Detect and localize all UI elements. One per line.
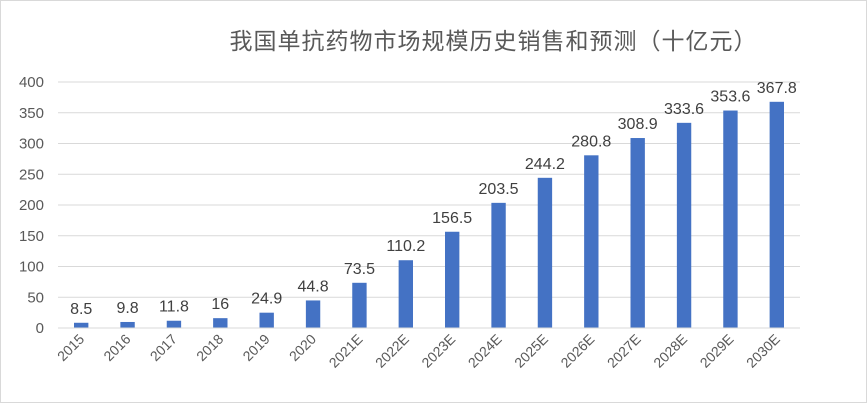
y-tick-label: 50 [27,289,44,306]
x-tick-label: 2020 [286,331,319,364]
y-axis-ticks: 0 50 100 150 200 250 300 350 400 [19,74,44,337]
bars [73,101,785,328]
x-axis-labels: 2015 2016 2017 2018 2019 2020 2021E 2022E 2023E 2… [54,331,783,371]
data-label: 244.2 [525,156,565,173]
bar [723,110,738,328]
bar [213,318,228,328]
bar [769,101,785,328]
data-label: 73.5 [344,261,375,278]
bar [491,202,506,328]
x-tick-label: 2023E [418,331,458,371]
data-label: 9.8 [116,300,138,317]
data-label: 16 [211,296,229,313]
y-tick-label: 400 [19,74,44,91]
y-tick-label: 300 [19,136,44,153]
x-tick-label: 2029E [697,331,737,371]
data-label: 333.6 [664,101,704,118]
data-label: 11.8 [159,299,189,316]
bar [120,321,135,328]
chart-title: 我国单抗药物市场规模历史销售和预测（十亿元） [229,29,758,55]
x-tick-label: 2016 [100,331,133,364]
x-tick-label: 2024E [465,331,505,371]
x-tick-label: 2025E [511,331,551,371]
data-label: 156.5 [432,210,472,227]
y-tick-label: 200 [19,197,44,214]
y-tick-label: 0 [36,320,44,337]
data-labels: 8.5 9.8 11.8 16 24.9 44.8 73.5 110.2 156.5 203.5 2… [70,80,797,318]
data-label: 308.9 [618,116,658,133]
y-tick-label: 250 [19,166,44,183]
x-tick-label: 2015 [54,331,87,364]
bar [398,260,414,328]
x-tick-label: 2021E [326,331,366,371]
x-tick-label: 2026E [557,331,597,371]
y-tick-label: 350 [19,105,44,122]
bar [537,177,553,328]
bar [676,122,692,328]
data-label: 353.6 [710,89,750,106]
data-label: 203.5 [479,181,519,198]
y-tick-label: 100 [19,259,44,276]
x-tick-label: 2027E [604,331,644,371]
x-tick-label: 2030E [743,331,783,371]
x-tick-label: 2017 [147,331,180,364]
x-tick-label: 2022E [372,331,412,371]
data-label: 24.9 [251,291,282,308]
data-label: 44.8 [297,278,328,295]
bar [352,282,367,328]
bar [305,300,321,328]
bar [166,320,182,328]
data-label: 280.8 [571,133,611,150]
x-tick-label: 2018 [193,331,226,364]
bar [630,138,645,328]
data-label: 110.2 [386,238,425,255]
data-label: 367.8 [757,80,797,97]
bar [444,231,460,328]
y-tick-label: 150 [19,228,44,245]
x-tick-label: 2028E [650,331,690,371]
bar [73,322,89,328]
bar [584,155,599,328]
data-label: 8.5 [70,301,92,318]
gridlines [58,81,800,298]
x-tick-label: 2019 [239,331,272,364]
bar [259,312,274,328]
